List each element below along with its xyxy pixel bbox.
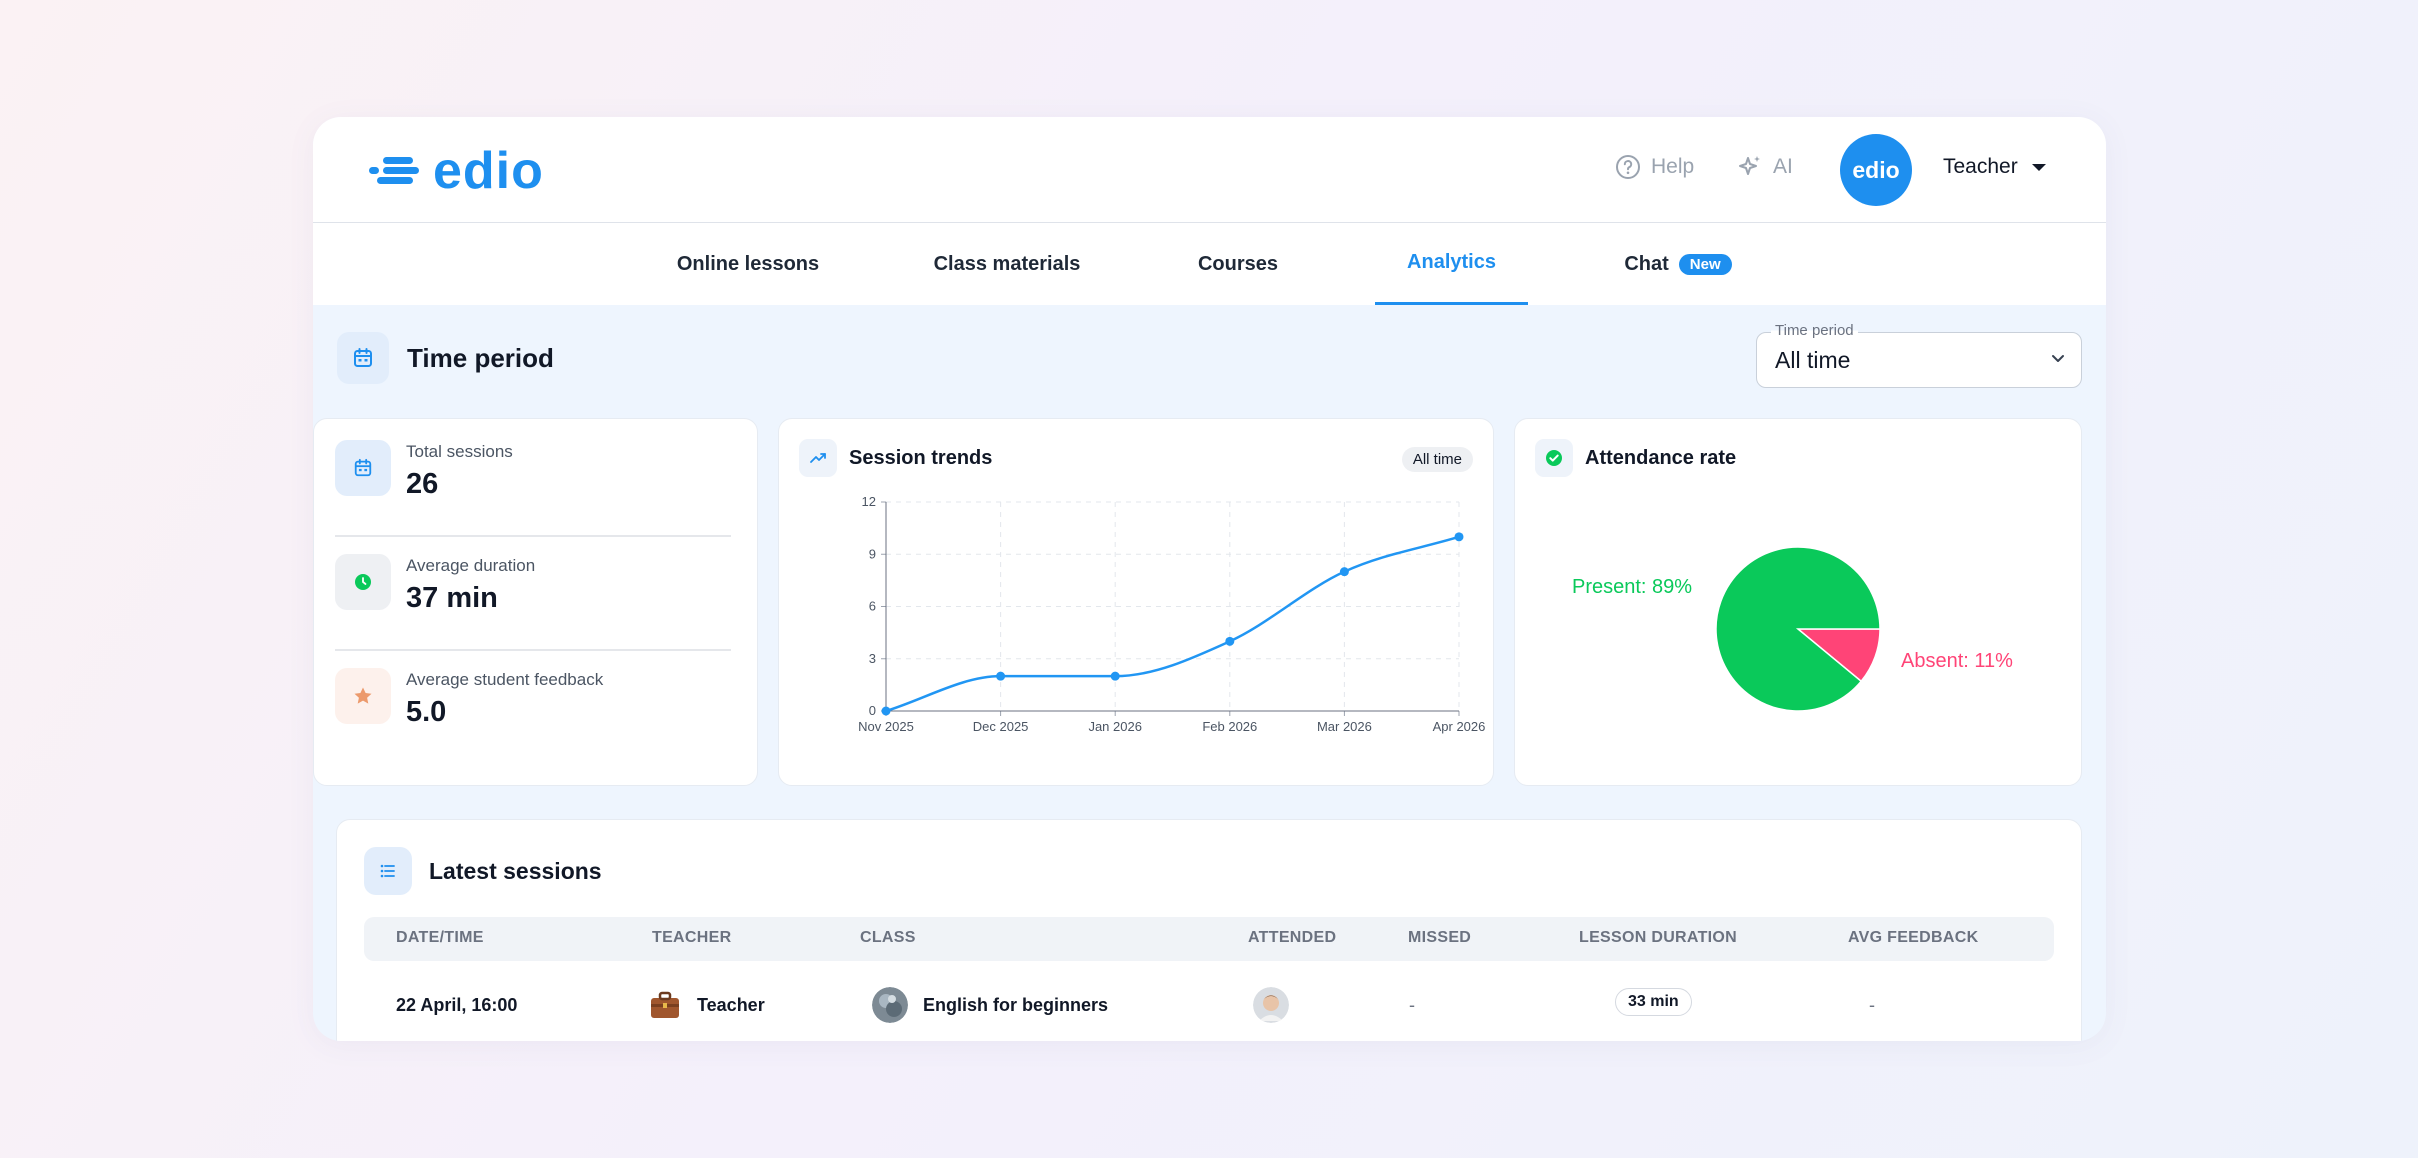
ai-label: AI [1773,155,1793,178]
check-circle-icon [1535,439,1573,477]
help-label: Help [1651,155,1695,178]
stat-average-feedback: Average student feedback 5.0 [335,668,731,783]
x-tick-label: Dec 2025 [973,719,1029,734]
col-lesson-duration[interactable]: LESSON DURATION [1579,929,1737,946]
series-line [885,535,1460,713]
user-avatar[interactable]: edio [1840,134,1912,206]
row-class: English for beginners [923,995,1109,1015]
attendance-pie-chart: Present: 89% Absent: 11% [1572,546,2013,712]
col-class[interactable]: CLASS [860,929,916,946]
col-attended[interactable]: ATTENDED [1248,929,1337,946]
ai-button[interactable]: AI [1737,154,1793,180]
main-tabs: Online lessons Class materials Courses A… [313,223,2106,305]
student-avatar [1253,987,1289,1023]
divider [335,535,731,537]
y-tick-label: 9 [869,546,876,561]
col-missed[interactable]: MISSED [1408,929,1472,946]
x-tick-label: Mar 2026 [1317,719,1372,734]
data-point [996,671,1006,681]
attendance-card: Attendance rate Present: 89% Absent: 11% [1514,418,2082,786]
tab-analytics[interactable]: Analytics [1375,223,1528,305]
data-point [1225,636,1235,646]
y-tick-label: 3 [869,651,876,666]
data-point [881,706,891,716]
y-tick-label: 12 [862,494,876,509]
data-point [1454,532,1464,542]
tab-class-materials[interactable]: Class materials [933,252,1081,275]
row-datetime: 22 April, 16:00 [396,995,518,1015]
y-tick-label: 6 [869,599,876,614]
row-missed: - [1409,995,1415,1015]
help-button[interactable]: Help [1615,154,1694,180]
stats-card: Total sessions 26 Average duration 37 mi… [313,418,758,786]
caret-down-icon [2031,163,2046,171]
role-label: Teacher [1943,155,2018,178]
latest-sessions-title: Latest sessions [429,858,602,884]
session-trends-header: Session trends [799,439,992,477]
divider [335,649,731,651]
x-tick-label: Nov 2025 [858,719,914,734]
col-avg-feedback[interactable]: AVG FEEDBACK [1848,929,1979,946]
time-period-title: Time period [407,343,554,373]
clock-icon [335,554,391,610]
stat-label: Average student feedback [406,670,604,689]
attendance-title: Attendance rate [1585,446,1737,469]
pie-label-present: Present: 89% [1572,576,1692,598]
tab-chat-label: Chat [1624,252,1669,275]
tab-chat[interactable]: Chat New [1603,223,1753,305]
session-trends-card: Session trends All time 0 3 6 9 12 Nov 2025 De… [778,418,1494,786]
star-icon [335,668,391,724]
top-header: edio Help AI edio Teacher [313,117,2106,223]
stat-value: 37 min [406,582,498,614]
all-time-chip: All time [1401,447,1473,472]
latest-sessions-card: Latest sessions DATE/TIME TEACHER CLASS … [336,819,2082,1041]
app-window: edio Help AI edio Teacher Online lessons [313,117,2106,1041]
x-tick-label: Feb 2026 [1202,719,1257,734]
row-feedback: - [1869,995,1875,1015]
attendance-header: Attendance rate [1535,439,1736,477]
pie-slice-present [1715,546,1881,712]
col-teacher[interactable]: TEACHER [652,929,732,946]
trending-up-icon [799,439,837,477]
time-period-select[interactable]: Time period All time [1756,322,2082,388]
briefcase-icon [651,991,679,1018]
y-tick-label: 0 [869,703,876,718]
session-trends-title: Session trends [849,446,993,469]
tab-online-lessons[interactable]: Online lessons [676,252,820,275]
session-trends-chart: 0 3 6 9 12 Nov 2025 Dec 2025 Jan 2026 Feb 2026 Ma… [858,494,1486,734]
time-period-select-value: All time [1775,347,1851,373]
logo-mark-icon [369,156,419,186]
table-header: DATE/TIME TEACHER CLASS ATTENDED MISSED … [364,917,2054,961]
calendar-icon [335,440,391,496]
pie-label-absent: Absent: 11% [1901,650,2013,672]
col-datetime[interactable]: DATE/TIME [396,929,484,946]
sparkle-icon [1739,156,1760,175]
x-tick-label: Jan 2026 [1088,719,1142,734]
new-badge: New [1678,253,1732,275]
stat-average-duration: Average duration 37 min [335,554,731,669]
stat-label: Average duration [406,556,536,575]
class-avatar [872,987,908,1023]
row-teacher: Teacher [697,995,765,1015]
stat-value: 26 [406,468,439,500]
data-point [1110,671,1120,681]
stat-total-sessions: Total sessions 26 [335,440,731,555]
role-dropdown[interactable]: Teacher [1943,155,2046,179]
tab-courses[interactable]: Courses [1197,252,1279,275]
brand-logo[interactable]: edio [369,143,544,199]
chevron-down-icon [2052,355,2064,362]
x-tick-label: Apr 2026 [1433,719,1486,734]
time-period-select-label: Time period [1771,322,1858,339]
stat-value: 5.0 [406,696,447,728]
data-point [1339,567,1349,577]
stat-label: Total sessions [406,442,513,461]
list-icon [364,847,412,895]
help-icon [1616,155,1640,179]
calendar-icon [337,332,389,384]
brand-name: edio [433,142,544,200]
row-duration: 33 min [1615,988,1692,1016]
